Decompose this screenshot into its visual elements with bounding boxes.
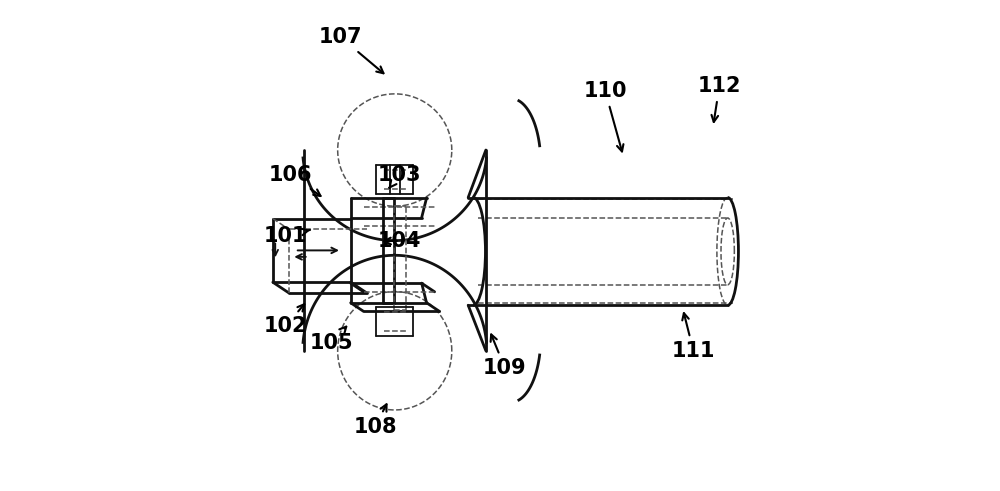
Text: 105: 105: [309, 327, 353, 354]
Text: 111: 111: [672, 313, 715, 361]
Text: 101: 101: [264, 226, 310, 246]
Text: 106: 106: [269, 164, 321, 196]
Text: 108: 108: [353, 404, 397, 436]
Text: 109: 109: [483, 334, 527, 378]
Text: 102: 102: [264, 304, 307, 336]
Text: 107: 107: [319, 27, 383, 73]
Text: 112: 112: [698, 77, 741, 122]
Text: 103: 103: [378, 164, 421, 188]
Text: 104: 104: [378, 231, 421, 250]
Text: 110: 110: [584, 82, 627, 151]
